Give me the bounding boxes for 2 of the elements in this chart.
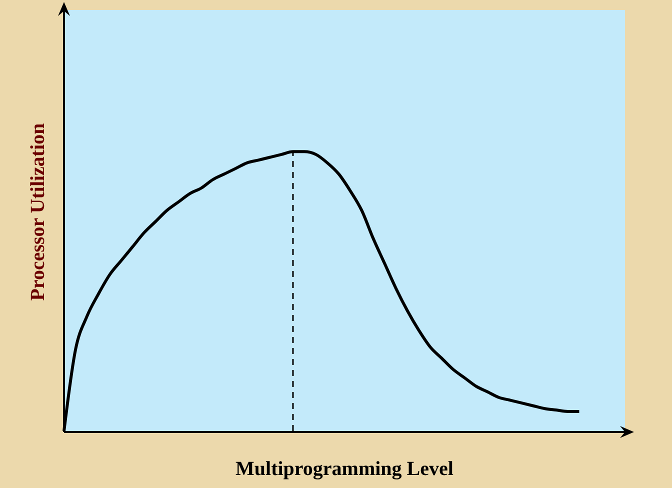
y-axis-title: Processor Utilization <box>27 122 50 303</box>
x-axis-title: Multiprogramming Level <box>234 458 454 481</box>
